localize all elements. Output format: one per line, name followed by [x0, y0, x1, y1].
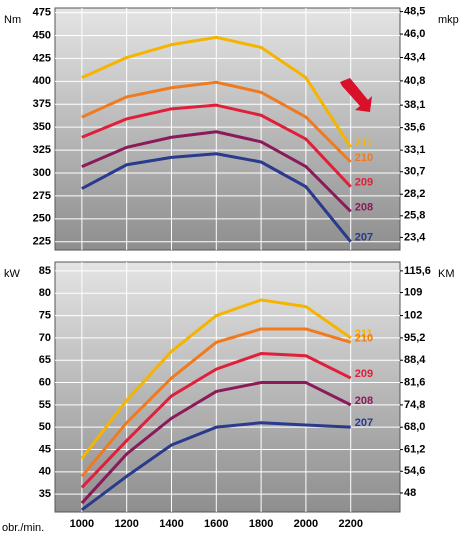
- y-tick-label: 45: [39, 443, 51, 455]
- y-tick-label: 80: [39, 287, 51, 299]
- y-tick-label: 65: [39, 354, 51, 366]
- y2-tick-label: 33,1: [404, 144, 425, 156]
- y-tick-label: 85: [39, 265, 51, 277]
- series-line: [81, 130, 352, 213]
- y-tick-label: 225: [33, 236, 51, 248]
- series-label: 210: [355, 152, 373, 164]
- y-tick-label: 300: [33, 167, 51, 179]
- y-tick-label: 400: [33, 75, 51, 87]
- series-line: [81, 35, 352, 149]
- y2-tick-label: 48,5: [404, 6, 425, 18]
- y2-tick-label: 68,0: [404, 421, 425, 433]
- y2-tick-label: 54,6: [404, 465, 425, 477]
- y2-tick-label: 38,1: [404, 99, 425, 111]
- plot-area: [54, 7, 401, 251]
- y-tick-label: 275: [33, 190, 51, 202]
- series-label: 209: [355, 177, 373, 189]
- x-tick-label: 1400: [159, 518, 183, 530]
- x-tick-label: 1800: [249, 518, 273, 530]
- y-tick-label: 60: [39, 376, 51, 388]
- y2-tick-label: 102: [404, 309, 422, 321]
- series-label: 211: [355, 328, 373, 340]
- y2-axis-unit: mkp: [438, 14, 459, 26]
- y-axis-unit: Nm: [4, 14, 21, 26]
- y2-tick-label: 30,7: [404, 166, 425, 178]
- y2-tick-label: 35,6: [404, 122, 425, 134]
- x-tick-label: 2200: [338, 518, 362, 530]
- series-label: 208: [355, 395, 373, 407]
- y-tick-label: 50: [39, 421, 51, 433]
- x-axis-label: obr./min.: [2, 522, 44, 534]
- y2-axis-unit: KM: [438, 268, 455, 280]
- y2-tick-label: 88,4: [404, 354, 426, 366]
- y-tick-label: 70: [39, 332, 51, 344]
- series-line: [80, 327, 352, 478]
- arrow: [340, 78, 372, 112]
- y2-tick-label: 23,4: [404, 231, 426, 243]
- y-axis-unit: kW: [4, 268, 21, 280]
- y-tick-label: 75: [39, 309, 51, 321]
- x-tick-label: 1600: [204, 518, 228, 530]
- y2-tick-label: 115,6: [404, 265, 431, 277]
- y2-tick-label: 95,2: [404, 332, 425, 344]
- y-tick-label: 475: [33, 6, 51, 18]
- y-tick-label: 375: [33, 98, 51, 110]
- y-tick-label: 250: [33, 213, 51, 225]
- series-line: [80, 421, 351, 511]
- y2-tick-label: 48: [404, 487, 416, 499]
- series-line: [81, 80, 352, 164]
- series-label: 207: [355, 417, 373, 429]
- series-line: [80, 352, 352, 489]
- y2-tick-label: 28,2: [404, 188, 425, 200]
- series-line: [80, 298, 352, 460]
- y2-tick-label: 46,0: [404, 28, 425, 40]
- x-tick-label: 2000: [294, 518, 318, 530]
- x-tick-label: 1000: [70, 518, 94, 530]
- series-label: 210: [355, 332, 373, 344]
- y-tick-label: 425: [33, 52, 51, 64]
- y2-tick-label: 109: [404, 286, 422, 298]
- y-tick-label: 350: [33, 121, 51, 133]
- y2-tick-label: 74,8: [404, 399, 425, 411]
- y-tick-label: 35: [39, 488, 51, 500]
- series-label: 209: [355, 368, 373, 380]
- y-tick-label: 450: [33, 29, 51, 41]
- series-label: 208: [355, 201, 373, 213]
- series-line: [81, 152, 352, 243]
- y2-tick-label: 43,4: [404, 51, 426, 63]
- y2-tick-label: 81,6: [404, 376, 425, 388]
- series-label: 211: [355, 137, 373, 149]
- series-line: [80, 381, 352, 505]
- y-tick-label: 40: [39, 466, 51, 478]
- y2-tick-label: 40,8: [404, 75, 425, 87]
- x-tick-label: 1200: [114, 518, 138, 530]
- y2-tick-label: 61,2: [404, 443, 425, 455]
- y-tick-label: 55: [39, 399, 51, 411]
- series-line: [81, 103, 352, 188]
- y2-tick-label: 25,8: [404, 210, 425, 222]
- y-tick-label: 325: [33, 144, 51, 156]
- series-label: 207: [355, 232, 373, 244]
